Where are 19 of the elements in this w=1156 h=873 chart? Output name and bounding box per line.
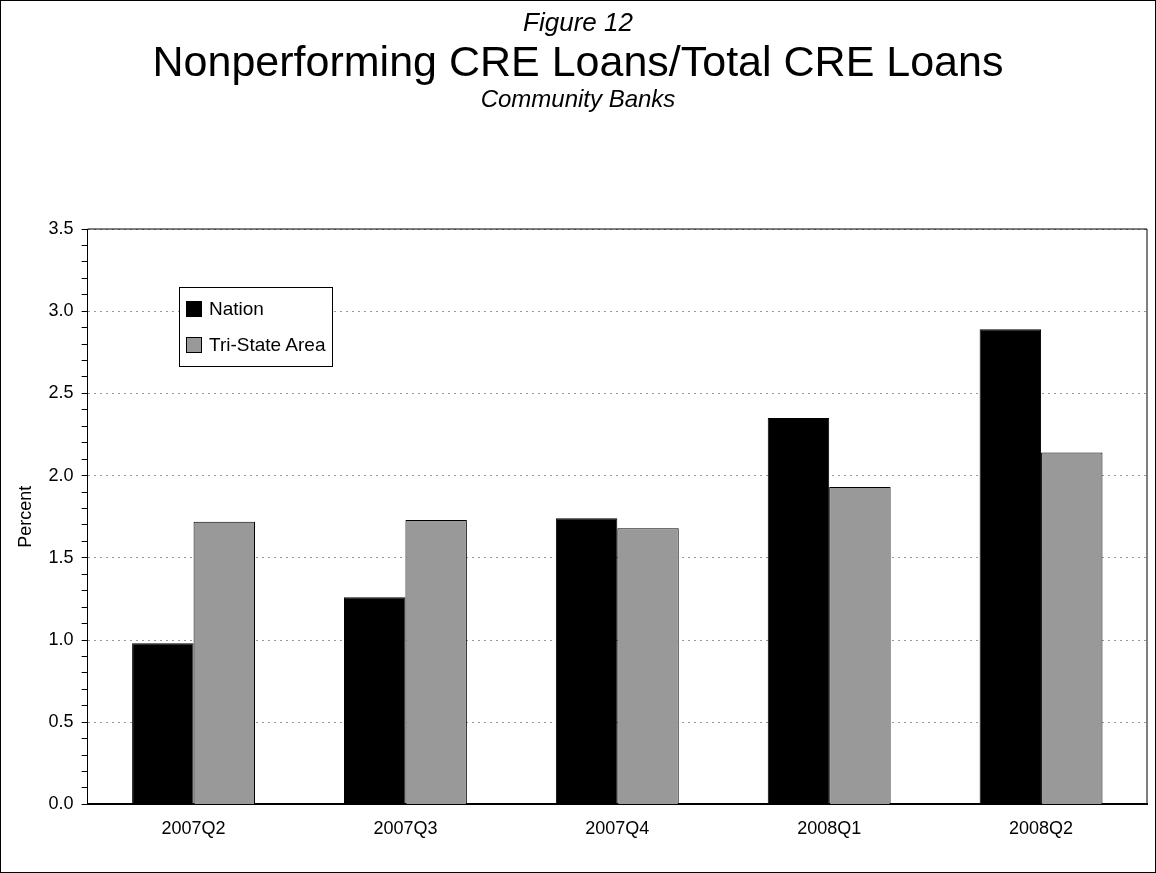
x-tick-label: 2008Q2 — [1009, 818, 1074, 839]
chart-title: Nonperforming CRE Loans/Total CRE Loans — [151, 37, 1005, 85]
x-tick-label: 2007Q2 — [161, 818, 226, 839]
y-tick-label: 2.0 — [48, 464, 74, 485]
y-tick-label: 2.5 — [48, 382, 74, 403]
y-axis-title: Percent — [14, 485, 35, 548]
legend-label: Tri-State Area — [209, 334, 326, 356]
legend-label: Nation — [209, 298, 264, 320]
x-tick-label: 2008Q1 — [797, 818, 862, 839]
y-tick-label: 0.0 — [48, 793, 74, 814]
caption: Figure 12 — [522, 7, 634, 37]
y-tick-label: 3.5 — [48, 217, 74, 238]
y-tick-label: 0.5 — [48, 711, 74, 732]
y-tick-label: 1.0 — [48, 628, 74, 649]
chart-subtitle: Community Banks — [479, 85, 677, 113]
x-tick-label: 2007Q4 — [585, 818, 650, 839]
y-tick-label: 1.5 — [48, 546, 74, 567]
y-tick-label: 3.0 — [48, 300, 74, 321]
x-tick-label: 2007Q3 — [373, 818, 438, 839]
